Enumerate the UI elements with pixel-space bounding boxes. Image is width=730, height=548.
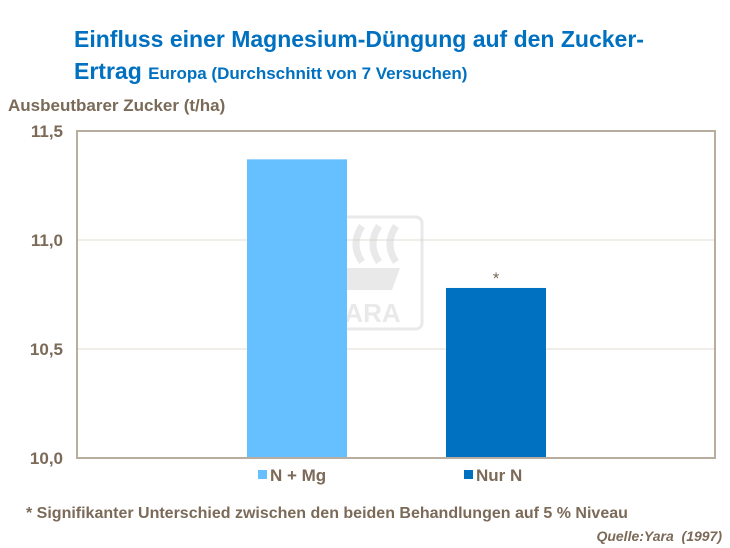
- y-tick-label: 11,5: [31, 122, 63, 141]
- legend-swatch: [464, 470, 473, 479]
- bar-2: [446, 287, 546, 458]
- y-tick-label: 11,0: [31, 231, 63, 250]
- chart-title-line1: Einfluss einer Magnesium-Düngung auf den…: [74, 26, 644, 52]
- significance-marker: *: [493, 269, 500, 288]
- legend-label: Nur N: [476, 466, 522, 485]
- y-tick-label: 10,5: [30, 340, 63, 359]
- chart-subtitle: Europa (Durchschnitt von 7 Versuchen): [148, 64, 468, 83]
- footnote: * Signifikanter Unterschied zwischen den…: [26, 505, 628, 522]
- legend-swatch: [258, 470, 267, 479]
- bar-1: [247, 159, 347, 458]
- plot-area-border: [76, 130, 716, 459]
- source-note: Quelle:Yara (1997): [596, 528, 722, 544]
- y-axis-label: Ausbeutbarer Zucker (t/ha): [8, 96, 226, 115]
- y-tick-label: 10,0: [30, 449, 63, 468]
- chart-title-line2: Ertrag Europa (Durchschnitt von 7 Versuc…: [74, 58, 467, 85]
- title-line2-main: Ertrag: [74, 58, 142, 84]
- legend-label: N + Mg: [270, 466, 326, 485]
